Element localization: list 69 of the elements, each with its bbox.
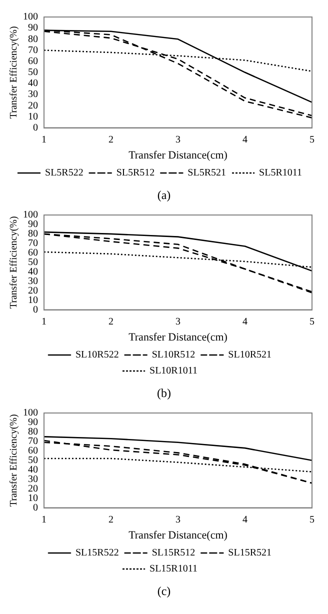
legend-label: SL5R522 — [45, 168, 84, 179]
x-tick-label: 4 — [242, 134, 248, 146]
legend-label: SL10R1011 — [150, 366, 198, 377]
x-tick-label: 2 — [108, 316, 114, 328]
y-tick-label: 80 — [28, 426, 38, 438]
x-tick-label: 5 — [310, 134, 314, 146]
x-axis-title: Transfer Distance(cm) — [128, 149, 228, 162]
legend-label: SL10R522 — [75, 350, 119, 361]
legend-label: SL10R512 — [152, 350, 196, 361]
x-tick-label: 2 — [108, 514, 114, 526]
legend-label: SL5R521 — [188, 168, 226, 179]
y-tick-label: 70 — [28, 44, 38, 56]
x-tick-label: 3 — [176, 514, 180, 526]
y-tick-label: 0 — [33, 502, 38, 514]
legend-label: SL15R521 — [228, 548, 272, 559]
y-tick-label: 40 — [28, 266, 38, 278]
x-tick-label: 2 — [108, 134, 114, 146]
y-tick-label: 70 — [28, 436, 38, 448]
legend-label: SL10R521 — [228, 350, 272, 361]
x-tick-label: 4 — [242, 514, 248, 526]
x-tick-label: 5 — [310, 514, 314, 526]
legend-label: SL15R1011 — [150, 564, 198, 575]
x-tick-label: 5 — [310, 316, 314, 328]
y-tick-label: 100 — [23, 408, 38, 419]
y-tick-label: 100 — [23, 12, 38, 23]
legend-label: SL15R522 — [75, 548, 119, 559]
y-tick-label: 10 — [28, 111, 38, 122]
x-tick-label: 3 — [176, 134, 180, 146]
y-tick-label: 30 — [28, 474, 38, 485]
y-tick-label: 90 — [28, 417, 38, 428]
x-tick-label: 4 — [242, 316, 248, 328]
y-tick-label: 90 — [28, 219, 38, 230]
y-tick-label: 50 — [28, 257, 38, 268]
y-tick-label: 60 — [28, 446, 38, 457]
y-tick-label: 30 — [28, 89, 38, 100]
y-tick-label: 10 — [28, 294, 38, 306]
x-axis-title: Transfer Distance(cm) — [128, 529, 228, 542]
y-tick-label: 0 — [33, 304, 38, 316]
y-axis-title: Transfer Efficiency(%) — [8, 414, 20, 507]
x-tick-label: 1 — [42, 316, 46, 328]
y-tick-label: 10 — [28, 492, 38, 504]
x-tick-label: 1 — [42, 134, 46, 146]
y-tick-label: 50 — [28, 67, 38, 78]
y-axis-title: Transfer Efficiency(%) — [8, 26, 20, 119]
y-tick-label: 70 — [28, 238, 38, 250]
y-tick-label: 60 — [28, 56, 38, 67]
y-tick-label: 40 — [28, 464, 38, 476]
text: (b) — [156, 386, 172, 402]
text: (c) — [156, 584, 172, 600]
y-tick-label: 30 — [28, 276, 38, 287]
x-tick-label: 1 — [42, 514, 46, 526]
y-axis-title: Transfer Efficiency(%) — [8, 216, 20, 309]
y-tick-label: 60 — [28, 248, 38, 259]
x-tick-label: 3 — [176, 316, 180, 328]
y-tick-label: 40 — [28, 78, 38, 90]
y-tick-label: 20 — [28, 100, 38, 112]
y-tick-label: 20 — [28, 285, 38, 296]
legend-label: SL5R512 — [116, 168, 155, 179]
y-tick-label: 100 — [23, 210, 38, 221]
y-tick-label: 80 — [28, 34, 38, 45]
legend-label: SL15R512 — [152, 548, 196, 559]
y-tick-label: 20 — [28, 483, 38, 494]
y-tick-label: 90 — [28, 22, 38, 34]
y-tick-label: 80 — [28, 228, 38, 240]
y-tick-label: 0 — [33, 122, 38, 134]
y-tick-label: 50 — [28, 455, 38, 466]
legend-label: SL5R1011 — [259, 168, 302, 179]
x-axis-title: Transfer Distance(cm) — [128, 331, 228, 344]
text: (a) — [156, 188, 172, 204]
